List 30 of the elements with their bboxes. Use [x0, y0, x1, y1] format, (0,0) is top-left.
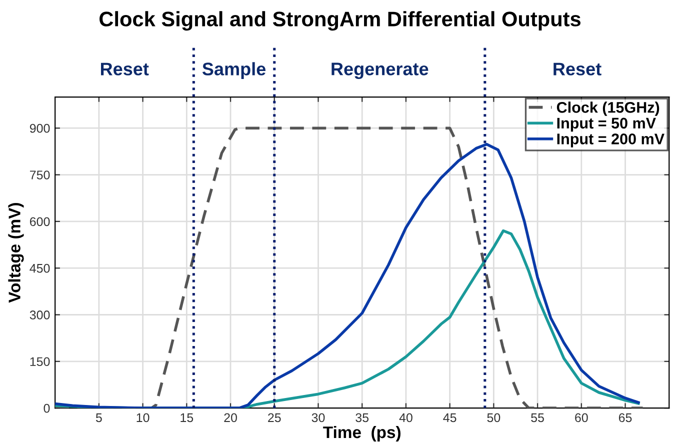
x-tick-label: 25 [268, 413, 281, 422]
x-tick-label: 20 [224, 413, 237, 422]
y-tick-label: 750 [30, 170, 50, 180]
y-tick-label: 0 [44, 404, 50, 413]
text: Reset [554, 62, 602, 76]
x-tick-label: 5 [96, 413, 102, 422]
x-tick-label: 65 [618, 413, 632, 422]
legend-label: Input = 50 mV [557, 118, 656, 132]
text: Regenerate [332, 62, 428, 79]
x-tick-label: 10 [136, 413, 150, 422]
x-tick-label: 15 [180, 413, 194, 422]
y-tick-label: 600 [30, 217, 50, 226]
y-tick-label: 300 [30, 310, 50, 320]
legend-label: Clock (15GHz) [556, 102, 660, 116]
y-tick-label: 900 [30, 124, 50, 133]
x-tick-label: 35 [356, 413, 369, 422]
x-tick-label: 30 [312, 413, 325, 422]
chart-title: Clock Signal and StrongArm Differential Outputs [100, 11, 580, 31]
x-tick-label: 50 [487, 413, 500, 422]
y-tick-label: 450 [30, 264, 50, 273]
text: Sample [202, 62, 266, 79]
x-axis-title: Time (ps) [323, 426, 400, 442]
x-tick-label: 40 [399, 413, 412, 422]
text: Reset [101, 62, 149, 76]
x-tick-label: 55 [531, 413, 544, 422]
legend-label: Input = 200 mV [557, 134, 664, 148]
y-axis-title: Voltage (mV) [8, 203, 24, 303]
x-tick-label: 60 [575, 413, 588, 422]
y-tick-label: 150 [30, 357, 50, 366]
x-tick-label: 45 [443, 413, 456, 422]
